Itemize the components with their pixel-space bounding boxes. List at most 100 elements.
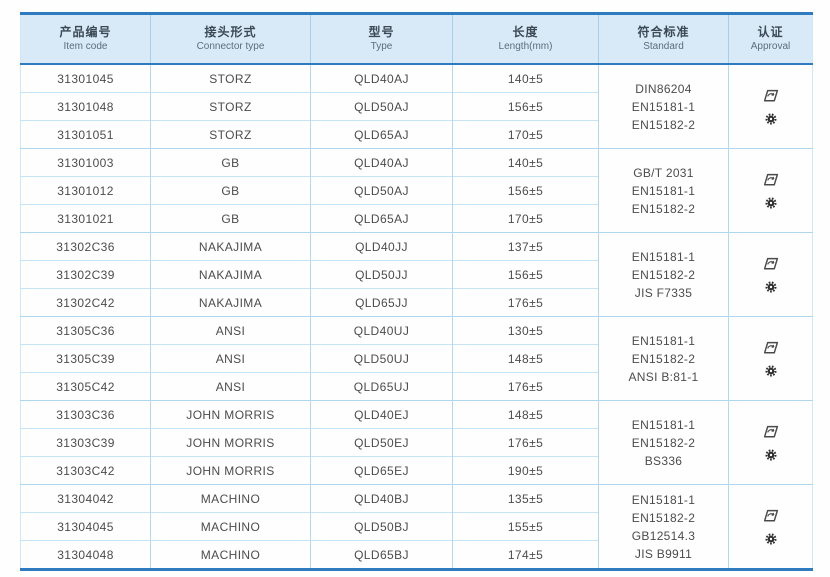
item-code-cell: 31301048 — [20, 92, 151, 121]
table-row: 31305C42 ANSI QLD65UJ 176±5 — [20, 372, 813, 401]
connector-type-cell: MACHINO — [150, 512, 311, 541]
column-header-zh-label: 长度 — [512, 24, 539, 39]
approval-cell — [728, 484, 813, 570]
standard-line: EN15182-2 — [631, 201, 696, 216]
approval-icon-stack — [729, 172, 812, 210]
type-cell: QLD50AJ — [310, 176, 453, 205]
gear-badge-icon — [764, 532, 778, 546]
item-code-cell: 31303C36 — [20, 400, 151, 429]
table-body: 31301045 STORZ QLD40AJ 140±5 DIN86204 EN15181… — [20, 63, 813, 570]
item-code-cell: 31302C36 — [20, 232, 151, 261]
connector-type-cell: NAKAJIMA — [150, 288, 311, 317]
approval-cell — [728, 63, 813, 149]
approval-icon-stack — [729, 424, 812, 462]
item-code-cell: 31301045 — [20, 63, 151, 93]
length-cell: 155±5 — [452, 512, 599, 541]
item-code-cell: 31304048 — [20, 540, 151, 570]
table-row: 31302C42 NAKAJIMA QLD65JJ 176±5 — [20, 288, 813, 317]
column-header-zh-label: 接头形式 — [204, 24, 257, 39]
item-code-cell: 31303C42 — [20, 456, 151, 485]
standard-line: GB12514.3 — [631, 528, 696, 543]
standard-cell: GB/T 2031 EN15181-1 EN15182-2 — [598, 148, 729, 233]
type-cell: QLD40AJ — [310, 148, 453, 177]
column-header-zh-label: 产品编号 — [59, 24, 112, 39]
approval-icon-stack — [729, 340, 812, 378]
column-header-zh-label: 认证 — [757, 24, 784, 39]
type-cell: QLD50EJ — [310, 428, 453, 457]
column-header-en-label: Type — [370, 40, 393, 52]
column-header-zh-label: 符合标准 — [637, 24, 690, 39]
type-cell: QLD50AJ — [310, 92, 453, 121]
length-cell: 130±5 — [452, 316, 599, 345]
table-row: 31301012 GB QLD50AJ 156±5 — [20, 176, 813, 205]
table-row: 31305C39 ANSI QLD50UJ 148±5 — [20, 344, 813, 373]
connector-type-cell: STORZ — [150, 63, 311, 93]
approval-icon-stack — [729, 88, 812, 126]
column-header-item-code: 产品编号 Item code — [20, 13, 151, 65]
standard-cell: EN15181-1 EN15182-2 ANSI B:81-1 — [598, 316, 729, 401]
item-code-cell: 31302C39 — [20, 260, 151, 289]
standard-line: EN15182-2 — [631, 510, 696, 525]
type-cell: QLD40JJ — [310, 232, 453, 261]
connector-type-cell: STORZ — [150, 92, 311, 121]
certificate-icon — [762, 172, 780, 187]
standard-line: DIN86204 — [635, 81, 692, 96]
column-header-zh-label: 型号 — [368, 24, 395, 39]
item-code-cell: 31301003 — [20, 148, 151, 177]
item-code-cell: 31304045 — [20, 512, 151, 541]
type-cell: QLD65AJ — [310, 204, 453, 233]
table-row: 31301045 STORZ QLD40AJ 140±5 DIN86204 EN15181… — [20, 63, 813, 149]
column-header-en-label: Connector type — [196, 40, 265, 52]
table-row: 31302C39 NAKAJIMA QLD50JJ 156±5 — [20, 260, 813, 289]
length-cell: 156±5 — [452, 92, 599, 121]
table-row: 31303C36 JOHN MORRIS QLD40EJ 148±5 EN15181-1… — [20, 400, 813, 485]
item-code-cell: 31302C42 — [20, 288, 151, 317]
approval-icon-stack — [729, 508, 812, 546]
standard-line: BS336 — [644, 453, 683, 468]
table-row: 31301048 STORZ QLD50AJ 156±5 — [20, 92, 813, 121]
table-row: 31301003 GB QLD40AJ 140±5 GB/T 2031 EN15181-1… — [20, 148, 813, 233]
connector-type-cell: GB — [150, 176, 311, 205]
column-header-en-label: Length(mm) — [498, 40, 553, 52]
standard-line: JIS F7335 — [634, 285, 693, 300]
column-header-approval: 认证 Approval — [728, 13, 813, 65]
connector-type-cell: JOHN MORRIS — [150, 428, 311, 457]
length-cell: 148±5 — [452, 344, 599, 373]
standard-line: EN15181-1 — [631, 183, 696, 198]
gear-badge-icon — [764, 112, 778, 126]
length-cell: 140±5 — [452, 148, 599, 177]
standard-line: EN15181-1 — [631, 492, 696, 507]
approval-icon-stack — [729, 256, 812, 294]
type-cell: QLD40EJ — [310, 400, 453, 429]
table-row: 31302C36 NAKAJIMA QLD40JJ 137±5 EN15181-1 EN1… — [20, 232, 813, 317]
standard-cell: EN15181-1 EN15182-2 JIS F7335 — [598, 232, 729, 317]
connector-type-cell: MACHINO — [150, 484, 311, 513]
connector-type-cell: NAKAJIMA — [150, 260, 311, 289]
gear-badge-icon — [764, 280, 778, 294]
certificate-icon — [762, 508, 780, 523]
length-cell: 140±5 — [452, 63, 599, 93]
connector-type-cell: STORZ — [150, 120, 311, 149]
product-spec-table: 产品编号 Item code 接头形式 Connector type 型号 Type 长度 L… — [20, 12, 813, 571]
table-row: 31303C39 JOHN MORRIS QLD50EJ 176±5 — [20, 428, 813, 457]
length-cell: 135±5 — [452, 484, 599, 513]
connector-type-cell: ANSI — [150, 344, 311, 373]
gear-badge-icon — [764, 196, 778, 210]
item-code-cell: 31301012 — [20, 176, 151, 205]
table-row: 31304045 MACHINO QLD50BJ 155±5 — [20, 512, 813, 541]
type-cell: QLD50JJ — [310, 260, 453, 289]
column-header-en-label: Approval — [750, 40, 791, 52]
standard-line: GB/T 2031 — [633, 165, 694, 180]
certificate-icon — [762, 88, 780, 103]
table-row: 31303C42 JOHN MORRIS QLD65EJ 190±5 — [20, 456, 813, 485]
approval-cell — [728, 316, 813, 401]
length-cell: 156±5 — [452, 260, 599, 289]
item-code-cell: 31305C36 — [20, 316, 151, 345]
item-code-cell: 31305C39 — [20, 344, 151, 373]
connector-type-cell: GB — [150, 204, 311, 233]
type-cell: QLD40UJ — [310, 316, 453, 345]
standard-line: EN15182-2 — [631, 351, 696, 366]
type-cell: QLD65AJ — [310, 120, 453, 149]
standard-line: EN15181-1 — [631, 99, 696, 114]
column-header-type: 型号 Type — [310, 13, 453, 65]
